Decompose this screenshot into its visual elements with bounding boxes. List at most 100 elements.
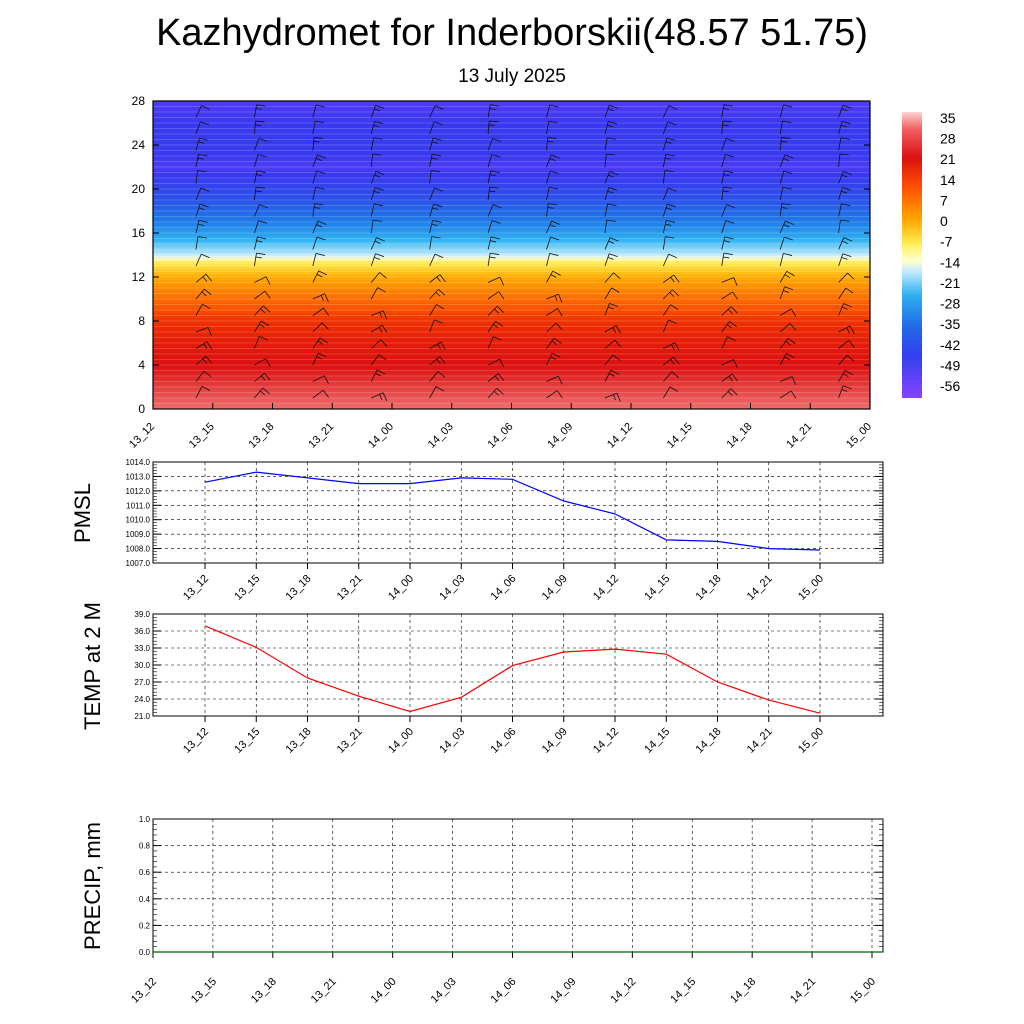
heatmap-band [153, 296, 870, 300]
wind-barb-flag [489, 190, 496, 193]
wind-barb-flag [606, 153, 616, 156]
wind-barb-flag [723, 108, 730, 110]
ytick-label: 1007.0 [126, 559, 151, 568]
heatmap-ytick-label: 0 [138, 402, 145, 416]
wind-barb-shaft [721, 154, 726, 168]
wind-barb-flag [432, 219, 442, 223]
ytick-label: 1011.0 [126, 501, 150, 510]
wind-barb [546, 154, 560, 168]
heatmap-ytick-label: 20 [132, 182, 146, 196]
wind-barb-shaft [487, 305, 498, 316]
wind-barb [487, 170, 500, 184]
wind-barb [604, 219, 616, 234]
wind-barb-shaft [721, 336, 728, 349]
wind-barb-shaft [487, 358, 500, 366]
wind-barb-flag [550, 356, 557, 360]
wind-barb-flag [841, 306, 848, 310]
wind-barb-flag [378, 354, 387, 361]
colorbar-label: -28 [940, 296, 960, 312]
xtick-label: 14_09 [548, 976, 578, 1006]
wind-barb-flag [607, 124, 614, 128]
temp-panel: 21.0 24.0 27.0 30.0 33.0 36.0 39.0 13_12 13_15 13… [80, 602, 884, 756]
wind-barb-flag [670, 304, 679, 310]
wind-barb-flag [379, 272, 387, 279]
wind-barb-flag [323, 307, 329, 316]
wind-barb-shaft [429, 105, 436, 118]
xtick-label: 15_00 [848, 976, 878, 1006]
wind-barb-flag [844, 369, 854, 376]
wind-barb-shaft [429, 274, 441, 283]
wind-barb-flag [723, 240, 730, 243]
wind-barb [254, 154, 267, 168]
wind-barb-shaft [429, 220, 433, 234]
wind-barb-shaft [546, 203, 549, 217]
heatmap-band [153, 219, 870, 223]
wind-barb-flag [205, 273, 213, 282]
wind-barb-flag [781, 137, 791, 139]
heatmap-band [153, 112, 870, 116]
heatmap-xtick-label: 14_03 [426, 421, 456, 451]
wind-barb [546, 104, 559, 118]
wind-barb-flag [670, 359, 675, 365]
heatmap-band [153, 376, 870, 380]
wind-barb-flag [372, 153, 382, 156]
wind-barb-shaft [838, 370, 846, 382]
wind-barb [838, 303, 853, 316]
wind-barb-flag [552, 270, 561, 276]
wind-barb [487, 220, 501, 234]
wind-barb-flag [843, 303, 853, 308]
wind-barb [604, 272, 621, 283]
wind-barb-flag [374, 257, 381, 260]
wind-barb [487, 320, 504, 333]
wind-barb-flag [665, 141, 672, 144]
wind-barb-shaft [546, 137, 549, 151]
panel-frame [152, 818, 884, 953]
ytick-label: 1.0 [139, 815, 151, 824]
wind-barb-flag [607, 190, 614, 194]
wind-barb-flag [666, 137, 676, 141]
wind-barb-flag [554, 295, 558, 302]
wind-barb-shaft [254, 372, 265, 382]
wind-barb-flag [439, 274, 446, 282]
heatmap-panel: 0 4 8 12 16 20 24 28 13_12 13_15 13_18 13_21 14_00 14… [127, 94, 960, 451]
heatmap-xtick-label: 14_18 [725, 421, 755, 451]
wind-barb [429, 137, 442, 151]
ytick-label: 30.0 [134, 661, 150, 670]
wind-barb [370, 253, 385, 267]
wind-barb [254, 305, 271, 316]
wind-barb-flag [608, 121, 618, 125]
wind-barb [779, 154, 794, 168]
wind-barb [487, 336, 502, 349]
wind-barb-shaft [487, 104, 491, 118]
wind-barb-flag [375, 253, 385, 258]
wind-barb [312, 270, 327, 283]
wind-barb-flag [612, 394, 616, 401]
wind-barb-flag [609, 373, 615, 377]
heatmap-band [153, 142, 870, 146]
wind-barb-shaft [370, 137, 375, 151]
heatmap-band [153, 389, 870, 394]
wind-barb-flag [316, 356, 323, 360]
heatmap-band [153, 277, 870, 281]
heatmap-band [153, 191, 870, 196]
wind-barb-flag [785, 220, 794, 225]
wind-barb [487, 154, 501, 168]
wind-barb-flag [265, 358, 271, 367]
wind-barb [604, 369, 620, 382]
wind-barb-flag [552, 352, 561, 358]
wind-barb-shaft [838, 137, 842, 151]
wind-barb [195, 105, 210, 118]
wind-barb-flag [783, 252, 793, 256]
heatmap-band [153, 326, 870, 330]
wind-barb-flag [489, 108, 496, 110]
wind-barb-flag [256, 252, 266, 255]
xtick-label: 14_12 [608, 976, 638, 1006]
wind-barb-flag [322, 389, 329, 398]
wind-barb-flag [789, 323, 797, 331]
wind-barb [604, 104, 618, 118]
wind-barb-flag [436, 276, 441, 282]
wind-barb-shaft [838, 187, 843, 201]
wind-barb-flag [732, 291, 738, 300]
wind-barb [721, 154, 735, 168]
wind-barb-flag [373, 190, 380, 194]
